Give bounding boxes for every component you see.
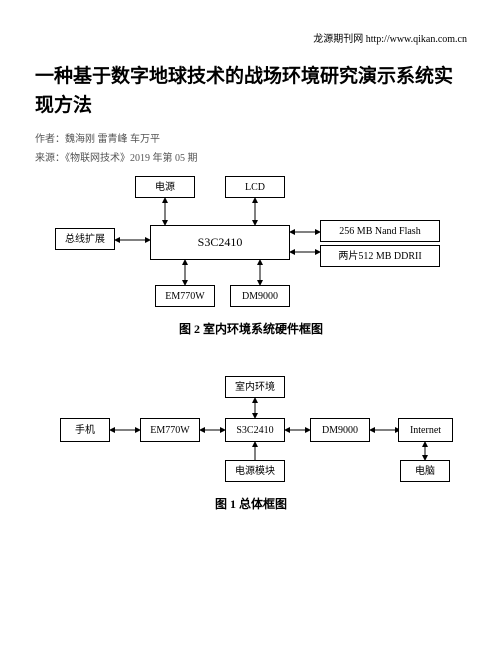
node-phone: 手机 <box>60 418 110 442</box>
node-power: 电源 <box>135 176 195 198</box>
node-nand: 256 MB Nand Flash <box>320 220 440 242</box>
article-title: 一种基于数字地球技术的战场环境研究演示系统实现方法 <box>35 63 467 120</box>
node-pc: 电脑 <box>400 460 450 482</box>
node-indoor: 室内环境 <box>225 376 285 398</box>
figure-2-caption: 图 2 室内环境系统硬件框图 <box>0 320 502 337</box>
node-net: Internet <box>398 418 453 442</box>
figure-1-caption: 图 1 总体框图 <box>0 495 502 512</box>
node-em1: EM770W <box>140 418 200 442</box>
node-cpu2: S3C2410 <box>150 225 290 260</box>
node-ddr: 两片512 MB DDRII <box>320 245 440 267</box>
source-link: 龙源期刊网 http://www.qikan.com.cn <box>35 30 467 45</box>
authors-line: 作者：魏海刚 雷青峰 车万平 <box>35 130 467 145</box>
node-psu: 电源模块 <box>225 460 285 482</box>
node-lcd: LCD <box>225 176 285 198</box>
node-dm2: DM9000 <box>230 285 290 307</box>
node-cpu1: S3C2410 <box>225 418 285 442</box>
node-em2: EM770W <box>155 285 215 307</box>
node-dm1: DM9000 <box>310 418 370 442</box>
figure-2: 电源 LCD 总线扩展 S3C2410 256 MB Nand Flash 两片… <box>0 160 502 355</box>
figure-1: 手机 EM770W 室内环境 S3C2410 电源模块 DM9000 Inter… <box>0 360 502 530</box>
node-bus: 总线扩展 <box>55 228 115 250</box>
